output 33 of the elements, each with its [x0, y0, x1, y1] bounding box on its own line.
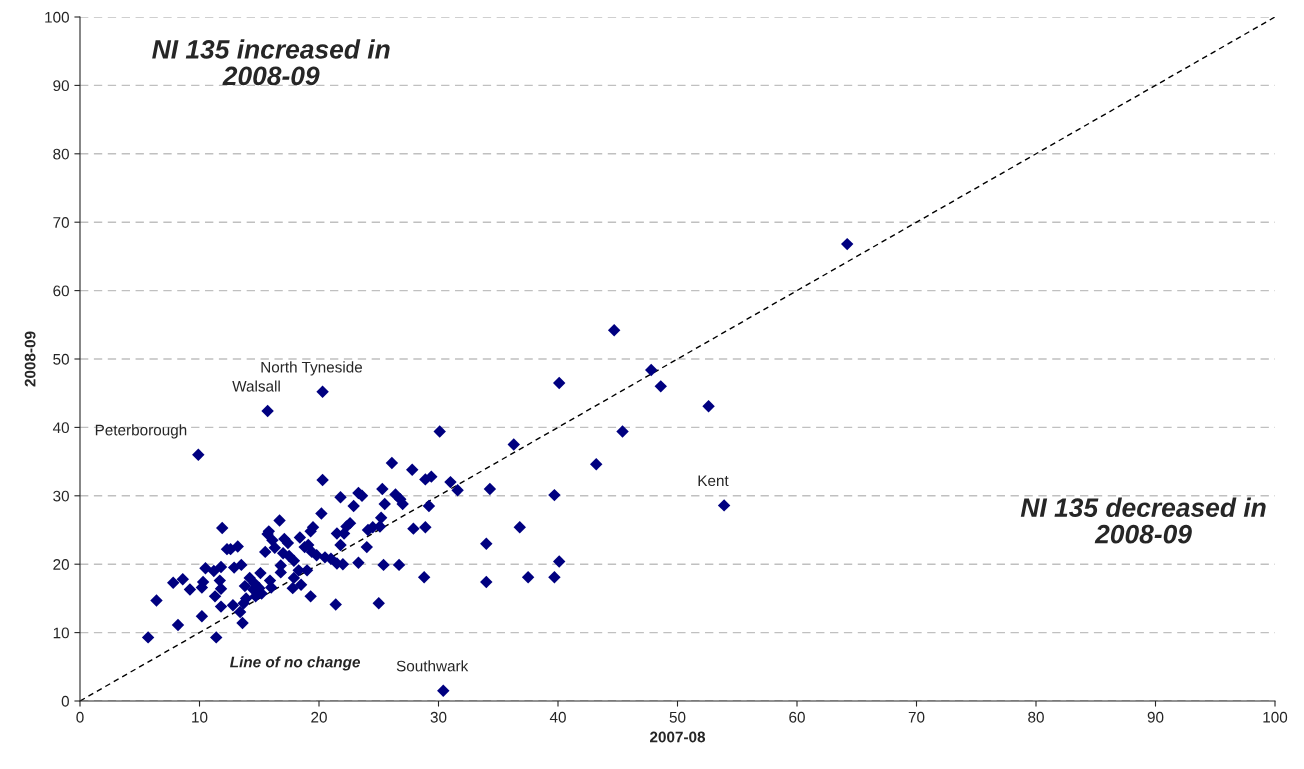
y-tick-label: 40 [52, 422, 69, 434]
y-tick-label: 90 [53, 80, 69, 92]
y-tick-label: 100 [45, 11, 69, 23]
x-tick-label: 0 [76, 711, 84, 723]
annotation: NI 135 decreased in 2008-09 [1020, 497, 1266, 544]
annotation: Peterborough [95, 424, 187, 439]
y-tick-label: 50 [53, 353, 69, 365]
annotation: North Tyneside [261, 361, 363, 376]
y-axis-title: 2008-09 [222, 66, 320, 86]
x-tick-label: 100 [1263, 711, 1288, 723]
x-tick-label: 20 [311, 711, 327, 723]
y-tick-label: 0 [61, 695, 69, 707]
x-tick-label: 40 [549, 711, 566, 723]
annotation: Kent [698, 475, 729, 487]
x-tick-label: 30 [430, 711, 447, 723]
y-tick-label: 20 [53, 559, 69, 570]
x-tick-label: 50 [669, 711, 686, 723]
x-tick-label: 90 [1147, 711, 1164, 723]
x-tick-label: 60 [789, 711, 805, 723]
text: 2008-09 [24, 331, 36, 387]
x-tick-label: 70 [908, 711, 925, 723]
y-tick-label: 30 [53, 490, 69, 502]
y-tick-label: 10 [53, 627, 69, 639]
x-tick-label: 10 [192, 711, 208, 723]
y-tick-label: 60 [53, 285, 69, 297]
annotation: Line of no change [230, 656, 361, 671]
annotation: Southwark [396, 660, 469, 672]
text: NI 135 increased in [152, 39, 390, 59]
x-axis-title: 2007-08 [650, 731, 706, 743]
x-tick-label: 80 [1028, 711, 1044, 723]
y-tick-label: 70 [53, 217, 69, 228]
y-tick-label: 80 [53, 148, 69, 160]
annotation: Walsall [232, 380, 280, 392]
